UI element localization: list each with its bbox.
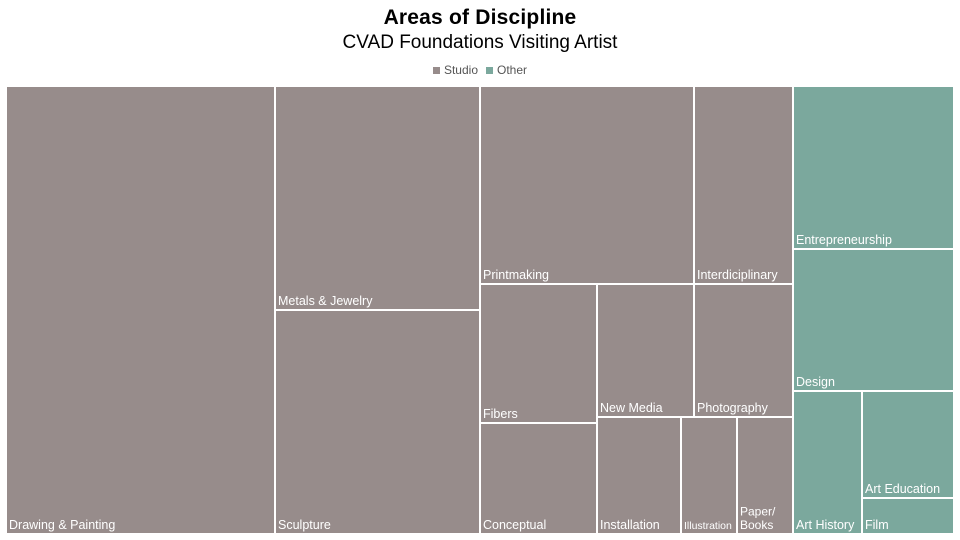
treemap-cell-art-history[interactable] bbox=[792, 390, 863, 535]
treemap-cell-sculpture[interactable] bbox=[274, 309, 481, 535]
chart-title: Areas of Discipline bbox=[383, 6, 577, 29]
treemap-cell-new-media[interactable] bbox=[596, 283, 695, 418]
treemap-cell-fibers[interactable] bbox=[479, 283, 598, 424]
treemap-cell-installation[interactable] bbox=[596, 416, 682, 535]
treemap-cell-paper-books[interactable] bbox=[736, 416, 794, 535]
treemap-cell-conceptual[interactable] bbox=[479, 422, 598, 535]
treemap-cell-interdiciplinary[interactable] bbox=[693, 85, 794, 285]
treemap-label-design: Design bbox=[796, 375, 835, 389]
treemap-label-entrepreneurship: Entrepreneurship bbox=[796, 233, 892, 247]
legend-swatch-studio bbox=[432, 66, 440, 74]
legend-label-other: Other bbox=[497, 63, 528, 77]
treemap-label-metals-jewelry: Metals & Jewelry bbox=[278, 294, 373, 308]
treemap-label-illustration: Illustration bbox=[684, 520, 732, 532]
treemap-cell-design[interactable] bbox=[792, 248, 955, 392]
treemap-cell-printmaking[interactable] bbox=[479, 85, 695, 285]
treemap-cell-metals-jewelry[interactable] bbox=[274, 85, 481, 311]
treemap-label-sculpture: Sculpture bbox=[278, 518, 331, 532]
treemap-cell-drawing-painting[interactable] bbox=[5, 85, 276, 535]
treemap-label-paper-books: Paper/Books bbox=[740, 505, 776, 533]
treemap-label-film: Film bbox=[865, 518, 889, 532]
treemap-label-art-education: Art Education bbox=[865, 482, 940, 496]
treemap-cell-entrepreneurship[interactable] bbox=[792, 85, 955, 250]
treemap-label-fibers: Fibers bbox=[483, 407, 518, 421]
legend-label-studio: Studio bbox=[443, 63, 478, 77]
treemap-cell-film[interactable] bbox=[861, 497, 955, 535]
treemap-label-new-media: New Media bbox=[600, 401, 663, 415]
treemap-label-interdiciplinary: Interdiciplinary bbox=[697, 268, 778, 282]
treemap-label-conceptual: Conceptual bbox=[483, 518, 546, 532]
legend-swatch-other bbox=[486, 66, 493, 74]
legend: Studio Other bbox=[0, 63, 960, 77]
treemap-label-drawing-painting: Drawing & Painting bbox=[9, 518, 115, 532]
treemap-label-installation: Installation bbox=[600, 518, 660, 532]
treemap-label-photography: Photography bbox=[697, 401, 769, 415]
chart-subtitle: CVAD Foundations Visiting Artist bbox=[342, 32, 618, 53]
legend-item-other[interactable]: Other bbox=[486, 63, 527, 77]
treemap-cell-photography[interactable] bbox=[693, 283, 794, 418]
legend-item-studio[interactable]: Studio bbox=[432, 63, 478, 77]
treemap-label-art-history: Art History bbox=[796, 518, 855, 532]
treemap-cell-illustration[interactable] bbox=[680, 416, 738, 535]
treemap-label-printmaking: Printmaking bbox=[483, 268, 549, 282]
